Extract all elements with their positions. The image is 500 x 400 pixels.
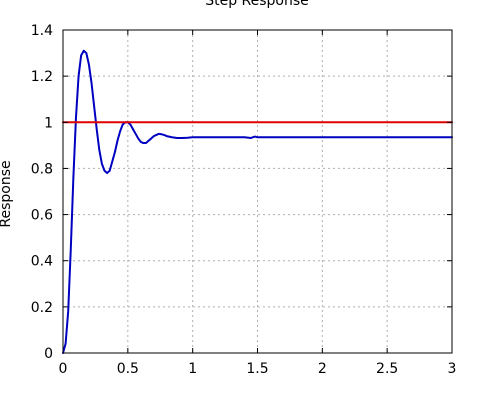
x-tick-labels: 0 0.5 1 1.5 2 2.5 3	[59, 361, 457, 377]
y-tick-label: 0.8	[31, 161, 53, 177]
y-tick-label: 0.6	[31, 208, 53, 224]
x-tick-label: 1	[188, 361, 197, 377]
x-tick-label: 0	[59, 361, 68, 377]
y-tick-label: 1.2	[31, 69, 53, 85]
chart-title: Step Response	[205, 0, 309, 9]
step-response-line	[62, 49, 453, 354]
series-layer	[62, 49, 453, 354]
y-tick-label: 1	[44, 115, 53, 131]
x-tick-label: 2.5	[376, 361, 398, 377]
grid	[63, 30, 452, 353]
y-tick-label: 0	[44, 346, 53, 362]
tick-marks	[62, 29, 453, 354]
y-axis-label: Response	[0, 160, 14, 227]
y-tick-label: 1.4	[31, 23, 53, 39]
x-tick-label: 1.5	[246, 361, 268, 377]
x-tick-label: 3	[448, 361, 457, 377]
x-tick-label: 0.5	[117, 361, 139, 377]
y-tick-label: 0.2	[31, 300, 53, 316]
y-tick-labels: 0 0.2 0.4 0.6 0.8 1 1.2 1.4	[31, 23, 53, 362]
x-tick-label: 2	[318, 361, 327, 377]
y-tick-label: 0.4	[31, 254, 53, 270]
